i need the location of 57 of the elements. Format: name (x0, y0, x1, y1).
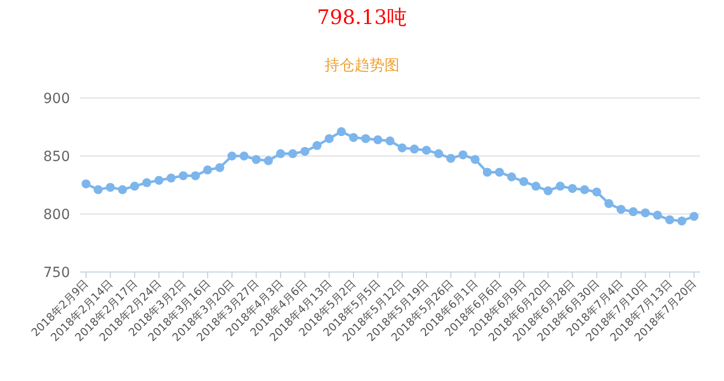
point (190, 171, 200, 180)
point (531, 182, 540, 191)
point (458, 150, 468, 160)
point (276, 149, 286, 158)
point (300, 146, 310, 156)
point (580, 185, 590, 194)
point (94, 185, 103, 194)
point (106, 182, 115, 192)
y-tick-label: 850 (43, 149, 70, 165)
point (568, 184, 577, 193)
point (154, 176, 164, 185)
point (349, 132, 358, 142)
point (227, 152, 236, 160)
point (361, 134, 370, 144)
point (653, 210, 662, 220)
point (142, 178, 152, 188)
point (556, 182, 565, 191)
y-tick-label: 750 (43, 265, 70, 281)
point (386, 136, 394, 146)
chart-title: 798.13吨 (317, 5, 407, 29)
point (252, 154, 261, 164)
point (312, 141, 322, 150)
point (422, 146, 431, 155)
point (494, 168, 504, 177)
y-tick-label: 900 (43, 91, 70, 107)
point (118, 185, 127, 194)
point (203, 165, 212, 174)
point (640, 208, 650, 218)
point (166, 174, 176, 183)
point (336, 127, 346, 136)
point (82, 179, 90, 188)
point (616, 204, 626, 214)
point (240, 152, 249, 160)
point (264, 156, 273, 166)
point (373, 135, 382, 144)
point (592, 187, 602, 196)
point (398, 143, 407, 152)
point (604, 199, 614, 208)
point (446, 154, 456, 163)
point (410, 144, 419, 154)
point (470, 154, 480, 164)
chart-subtitle: 持仓趋势图 (324, 56, 400, 74)
point (690, 212, 698, 221)
point (288, 149, 298, 158)
y-tick-label: 800 (43, 207, 70, 223)
point (482, 168, 492, 177)
point (665, 215, 674, 224)
point (178, 171, 188, 180)
point (519, 177, 528, 186)
point (544, 186, 553, 196)
point (130, 182, 140, 191)
point (324, 134, 334, 144)
point (628, 207, 638, 216)
point (677, 216, 686, 226)
point (507, 172, 516, 182)
point (215, 163, 224, 172)
point (434, 149, 444, 158)
